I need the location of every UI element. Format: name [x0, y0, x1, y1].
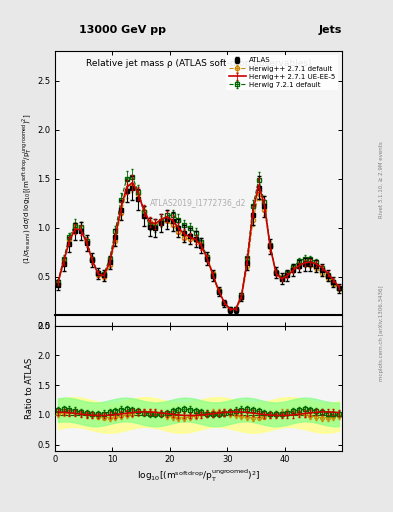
- Text: Jets: Jets: [319, 25, 342, 35]
- Text: mcplots.cern.ch [arXiv:1306.3436]: mcplots.cern.ch [arXiv:1306.3436]: [379, 285, 384, 380]
- Text: Rivet 3.1.10, ≥ 2.9M events: Rivet 3.1.10, ≥ 2.9M events: [379, 141, 384, 218]
- X-axis label: log$_{10}$[(m$^{\mathrm{soft\,drop}}$/p$_\mathrm{T}^{\mathrm{ungroomed}}$)$^2$]: log$_{10}$[(m$^{\mathrm{soft\,drop}}$/p$…: [137, 467, 260, 483]
- Text: 13000 GeV pp: 13000 GeV pp: [79, 25, 165, 35]
- Text: Relative jet mass ρ (ATLAS soft-drop observables): Relative jet mass ρ (ATLAS soft-drop obs…: [86, 59, 311, 69]
- Text: ATLAS2019_I1772736_d2: ATLAS2019_I1772736_d2: [150, 198, 247, 207]
- Y-axis label: $(1/\sigma_{\mathrm{resumi}})$ d$\sigma$/d log$_{10}$[(m$^{\mathrm{soft\,drop}}$: $(1/\sigma_{\mathrm{resumi}})$ d$\sigma$…: [21, 113, 34, 264]
- Y-axis label: Ratio to ATLAS: Ratio to ATLAS: [25, 357, 34, 419]
- Legend: ATLAS, Herwig++ 2.7.1 default, Herwig++ 2.7.1 UE-EE-5, Herwig 7.2.1 default: ATLAS, Herwig++ 2.7.1 default, Herwig++ …: [226, 55, 338, 91]
